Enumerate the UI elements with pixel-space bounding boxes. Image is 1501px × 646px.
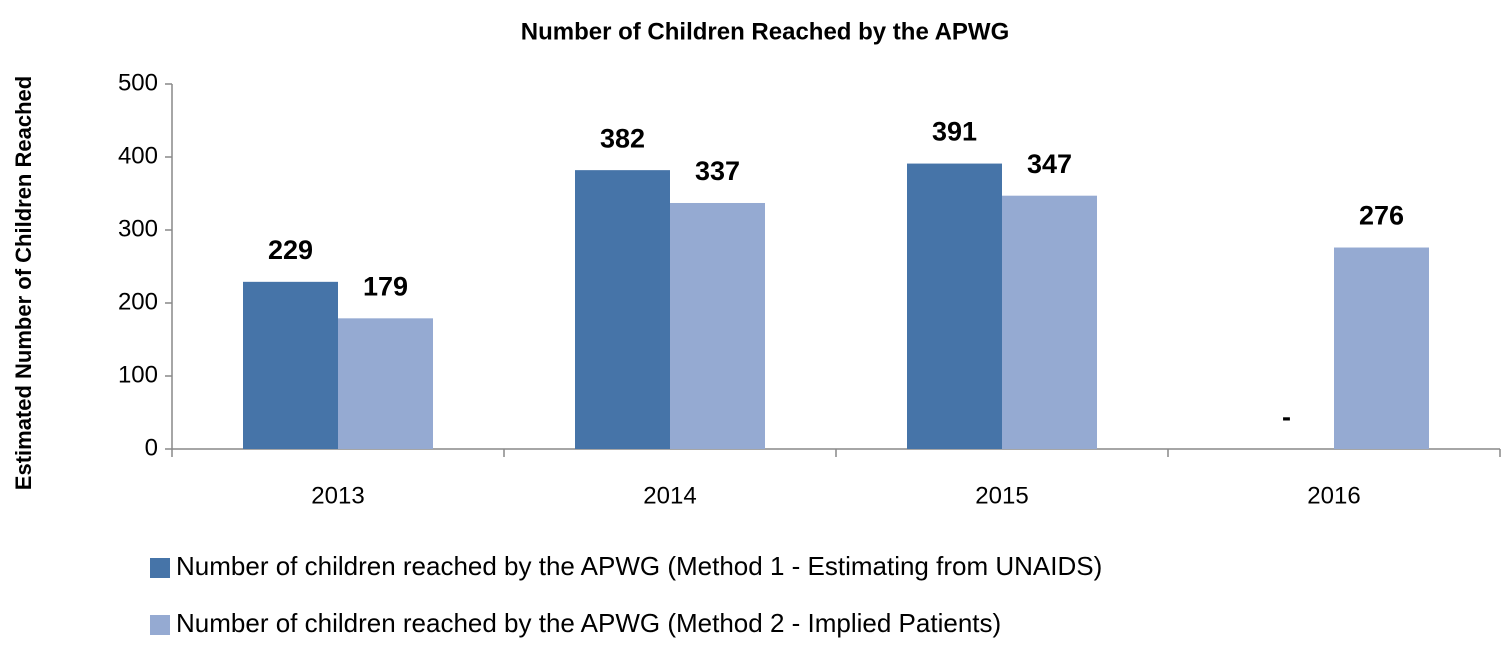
legend-swatch: [150, 558, 170, 578]
y-axis-label-box: Estimated Number of Children Reached: [11, 75, 36, 491]
legend-label: Number of children reached by the APWG (…: [176, 608, 1001, 638]
bar: [1002, 195, 1097, 449]
chart-title: Number of Children Reached by the APWG: [521, 18, 1010, 45]
value-label: 276: [1359, 201, 1404, 231]
x-tick-label: 2014: [643, 482, 696, 509]
y-tick-label: 100: [118, 361, 158, 388]
value-label: 382: [600, 123, 645, 153]
value-label: 229: [268, 235, 313, 265]
bar: [670, 202, 765, 449]
y-tick-label: 0: [145, 434, 158, 461]
y-tick-label: 500: [118, 69, 158, 96]
y-tick-label: 200: [118, 288, 158, 315]
x-tick-label: 2013: [311, 482, 364, 509]
y-tick-label: 300: [118, 215, 158, 242]
bar: [338, 318, 433, 449]
bar: [1334, 247, 1429, 449]
value-label: 179: [363, 271, 408, 301]
legend-label: Number of children reached by the APWG (…: [176, 551, 1102, 581]
legend-swatch: [150, 615, 170, 635]
value-label: -: [1282, 402, 1291, 432]
bar: [243, 281, 338, 449]
bar: [907, 163, 1002, 449]
x-tick-label: 2015: [975, 482, 1028, 509]
value-label: 337: [695, 156, 740, 186]
y-tick-label: 400: [118, 142, 158, 169]
x-tick-label: 2016: [1307, 482, 1360, 509]
y-axis-label: Estimated Number of Children Reached: [11, 75, 36, 491]
value-label: 347: [1027, 149, 1072, 179]
bar: [575, 170, 670, 449]
value-label: 391: [932, 117, 977, 147]
